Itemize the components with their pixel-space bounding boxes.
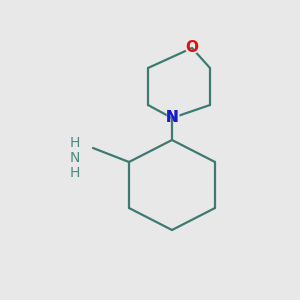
Text: N: N <box>164 109 180 128</box>
Text: O: O <box>184 38 200 58</box>
Text: N: N <box>166 110 178 125</box>
Text: O: O <box>185 40 199 56</box>
Text: N: N <box>166 110 178 125</box>
Text: H
N
H: H N H <box>70 136 80 180</box>
